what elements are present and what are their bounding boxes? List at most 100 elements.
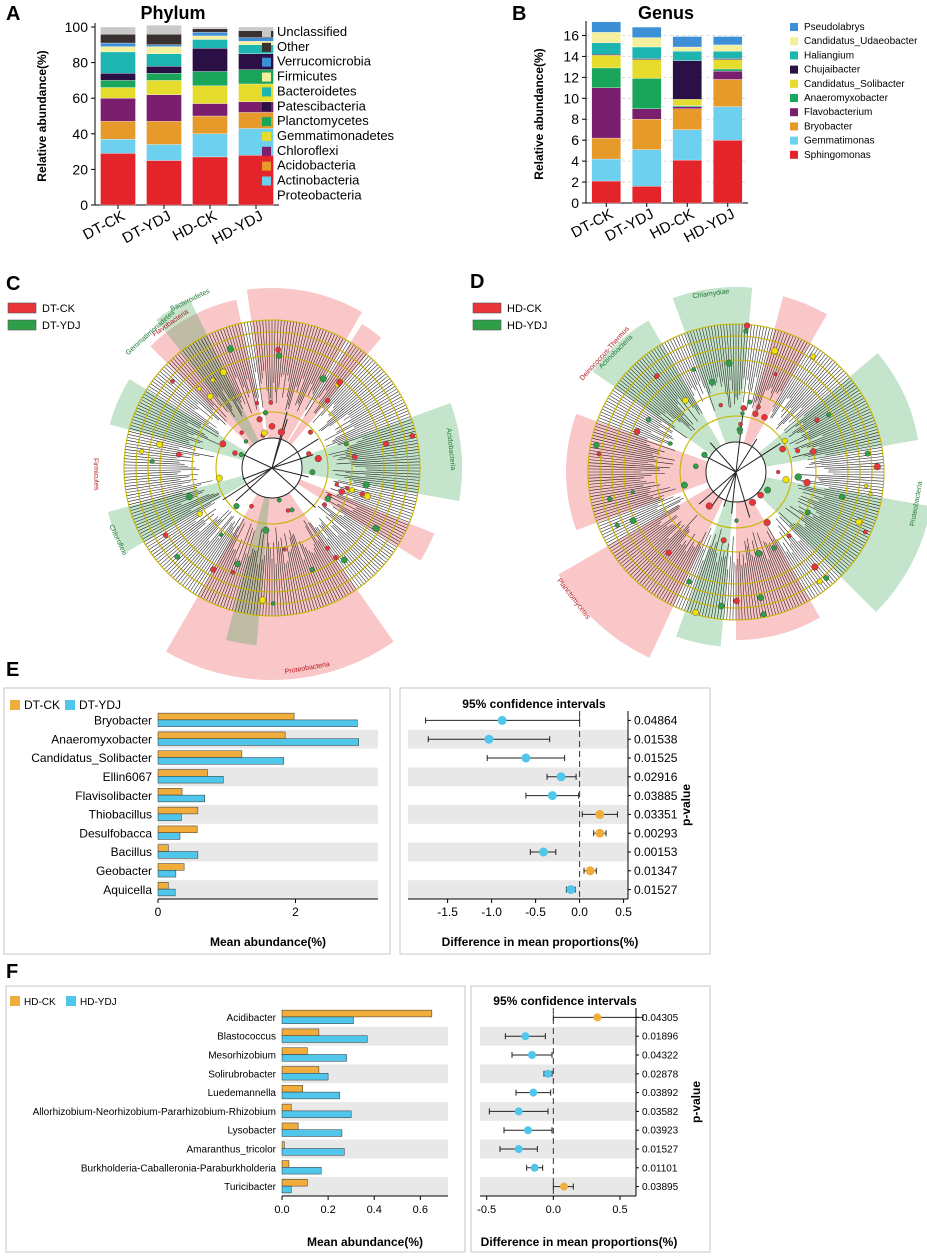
cladogram-node bbox=[814, 417, 820, 423]
cladogram-branch bbox=[250, 563, 259, 615]
ci-point-mesorhizobium bbox=[528, 1051, 536, 1059]
bar-dt-ydj-thiobacillus bbox=[157, 813, 182, 821]
cladogram-ring bbox=[123, 319, 421, 617]
cladogram-branch bbox=[332, 524, 381, 570]
cladogram-branch bbox=[337, 489, 413, 514]
cladogram-branch bbox=[287, 560, 297, 614]
legend-label-gemmatimonadetes: Gemmatimonadetes bbox=[277, 128, 395, 143]
legend-swatch-verrucomicrobia bbox=[262, 57, 271, 67]
cladogram-branch bbox=[243, 454, 273, 469]
cladogram-node bbox=[682, 397, 689, 404]
cladogram-branch bbox=[755, 331, 782, 413]
x-tick-label: -1.5 bbox=[437, 905, 458, 919]
cladogram-node bbox=[239, 430, 244, 435]
cladogram-branch bbox=[134, 503, 182, 523]
cladogram-branch bbox=[200, 338, 243, 414]
legend-label-sphingomonas: Sphingomonas bbox=[804, 150, 871, 161]
legend-swatch-dt-ck bbox=[7, 302, 37, 314]
cladogram-branch bbox=[187, 521, 236, 590]
cladogram-branch bbox=[641, 357, 686, 411]
bar-dt-ck-aquicella bbox=[157, 882, 169, 890]
cladogram-branch bbox=[646, 353, 698, 422]
cladogram-branch bbox=[312, 341, 349, 401]
cladogram-branch bbox=[139, 494, 219, 535]
cladogram-branch bbox=[770, 346, 816, 419]
cladogram-node bbox=[175, 451, 182, 458]
legend-swatch-sphingomonas bbox=[790, 150, 798, 159]
cladogram-branch bbox=[177, 516, 233, 583]
cladogram-node bbox=[340, 556, 348, 564]
cladogram-branch bbox=[610, 507, 680, 552]
cladogram-branch bbox=[798, 523, 851, 567]
ci-point-desulfobacca bbox=[595, 828, 605, 838]
bar-dt-ck-ellin6067 bbox=[157, 769, 208, 777]
legend-label-firmicutes: Firmicutes bbox=[277, 69, 337, 84]
cladogram-branch bbox=[142, 496, 221, 540]
cladogram-ring bbox=[679, 415, 793, 529]
cladogram-branch bbox=[729, 536, 734, 620]
cladogram-branch bbox=[717, 556, 726, 619]
cladogram-branch bbox=[125, 446, 184, 456]
cladogram-branch bbox=[720, 324, 730, 408]
cladogram-branch bbox=[636, 361, 694, 425]
cladogram-branch bbox=[812, 516, 865, 547]
cladogram-branch bbox=[271, 419, 288, 469]
cladogram-branch bbox=[678, 549, 704, 609]
cladogram-branch bbox=[656, 551, 686, 598]
legend-label-dt-ck: DT-CK bbox=[24, 698, 60, 712]
legend-label-dt-ydj: DT-YDJ bbox=[42, 320, 81, 332]
cladogram-node bbox=[285, 508, 291, 513]
cladogram-branch bbox=[143, 393, 219, 438]
legend-swatch-gemmatimonas bbox=[790, 136, 798, 145]
cladogram-branch bbox=[265, 320, 270, 401]
cladogram-node bbox=[343, 441, 349, 447]
cladogram-branch bbox=[751, 326, 765, 392]
cladogram-branch bbox=[732, 324, 735, 405]
cladogram-node bbox=[206, 393, 214, 400]
cladogram-branch bbox=[124, 455, 195, 462]
cladogram-branch bbox=[134, 413, 188, 435]
cladogram-branch bbox=[184, 522, 233, 588]
cladogram-node bbox=[309, 469, 316, 476]
bar-segment-actinobacteria-dt-ck bbox=[100, 138, 136, 154]
cladogram-branch bbox=[146, 511, 204, 548]
cladogram-branch bbox=[775, 518, 833, 585]
category-label: Lysobacter bbox=[227, 1126, 276, 1137]
cladogram-branch bbox=[731, 471, 737, 514]
x-tick-label: HD-YDJ bbox=[209, 208, 266, 249]
cladogram-branch bbox=[753, 557, 768, 617]
cladogram-branch bbox=[124, 476, 190, 484]
cladogram-branch bbox=[589, 485, 644, 494]
y-tick-label: 6 bbox=[571, 132, 579, 148]
cladogram-branch bbox=[351, 461, 420, 465]
cladogram-branch bbox=[746, 538, 761, 618]
legend-label-dt-ydj: DT-YDJ bbox=[79, 698, 121, 712]
cladogram-node bbox=[839, 493, 846, 500]
cladogram-node bbox=[761, 414, 768, 421]
cladogram-node bbox=[692, 609, 699, 616]
x-axis-label: Difference in mean proportions(%) bbox=[481, 1235, 678, 1249]
cladogram-node bbox=[322, 502, 327, 508]
cladogram-branch bbox=[339, 514, 394, 553]
row-stripe bbox=[408, 880, 628, 899]
bar-segment-patescibacteria-hd-ck bbox=[192, 48, 228, 72]
cladogram-branch bbox=[766, 333, 788, 391]
cladogram-branch bbox=[214, 331, 246, 405]
cladogram-branch bbox=[588, 456, 649, 464]
cladogram-node bbox=[219, 440, 227, 448]
cladogram-branch bbox=[695, 329, 713, 388]
category-label: Ellin6067 bbox=[103, 770, 153, 784]
bar-dt-ydj-anaeromyxobacter bbox=[157, 738, 359, 746]
bar-segment-pseudolabrys-hd-ydj bbox=[713, 36, 743, 46]
cladogram-node bbox=[826, 412, 832, 418]
cladogram-branch bbox=[681, 334, 701, 382]
cladogram-branch bbox=[129, 427, 204, 449]
cladogram-node bbox=[756, 404, 761, 410]
bar-hd-ydj-allorhizobium-neorhizobium-pararhizobium-rhizobium bbox=[281, 1110, 352, 1118]
cladogram-branch bbox=[344, 476, 419, 487]
row-stripe bbox=[408, 805, 628, 824]
cladogram-branch bbox=[208, 549, 235, 603]
cladogram-branch bbox=[336, 494, 409, 526]
cladogram-branch bbox=[707, 541, 724, 618]
bar-dt-ck-anaeromyxobacter bbox=[157, 731, 286, 739]
